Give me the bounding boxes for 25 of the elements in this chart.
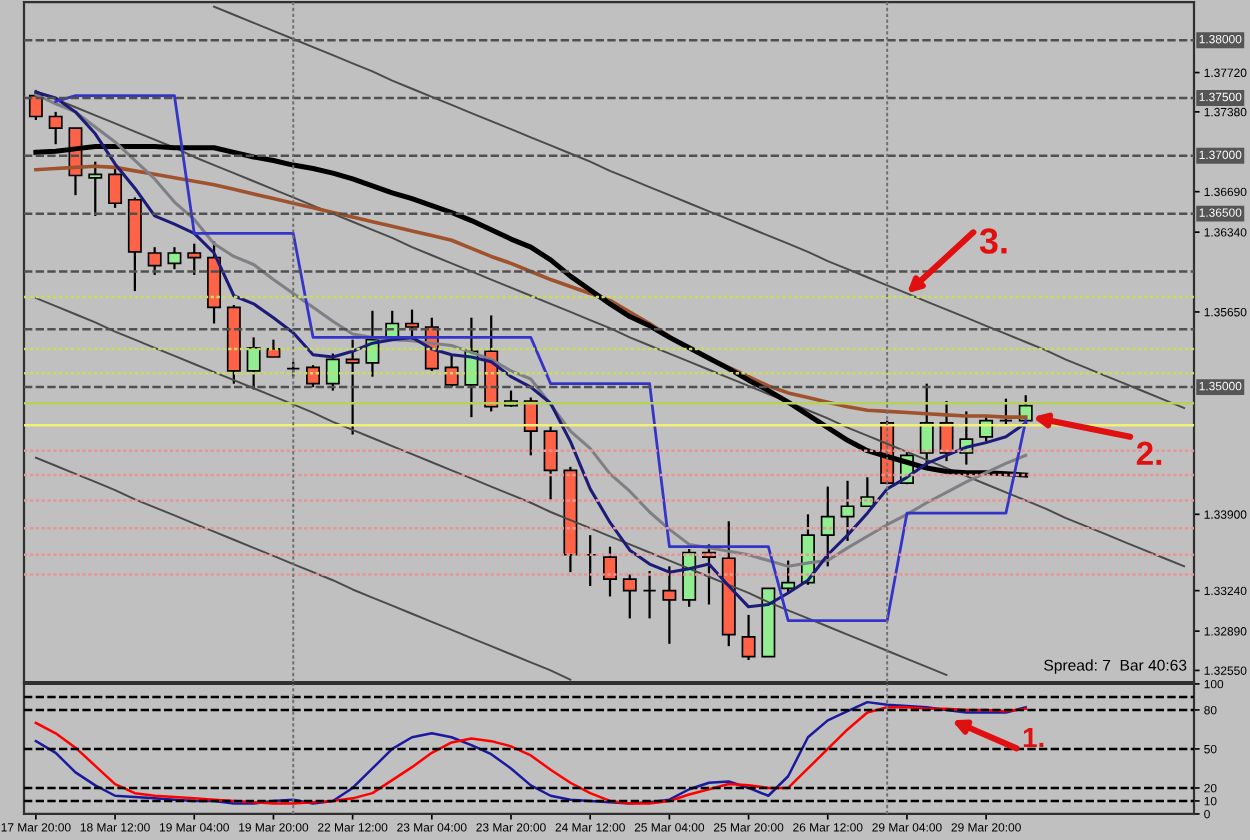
candlestick <box>147 246 162 277</box>
annotation: 1. <box>1023 727 1044 748</box>
candlestick <box>741 613 756 662</box>
candlestick <box>662 565 677 645</box>
candlestick <box>642 569 657 620</box>
candlestick <box>543 425 558 502</box>
candlestick <box>444 353 459 389</box>
candlestick <box>187 242 202 277</box>
candlestick <box>998 397 1013 427</box>
candlestick <box>48 110 63 146</box>
candlestick <box>325 352 340 392</box>
candlestick <box>781 559 796 596</box>
annotation: 2. <box>1136 441 1162 465</box>
candlestick <box>246 336 261 391</box>
candlestick <box>820 485 835 568</box>
annotation: 3. <box>979 228 1007 254</box>
candlestick <box>840 479 855 543</box>
candlestick <box>622 573 637 620</box>
candlestick <box>108 166 123 209</box>
candlestick <box>405 308 419 342</box>
candlestick <box>167 246 182 271</box>
candlestick <box>306 364 321 389</box>
line-series <box>34 456 572 681</box>
candlestick <box>88 160 103 218</box>
candlestick <box>345 338 360 436</box>
